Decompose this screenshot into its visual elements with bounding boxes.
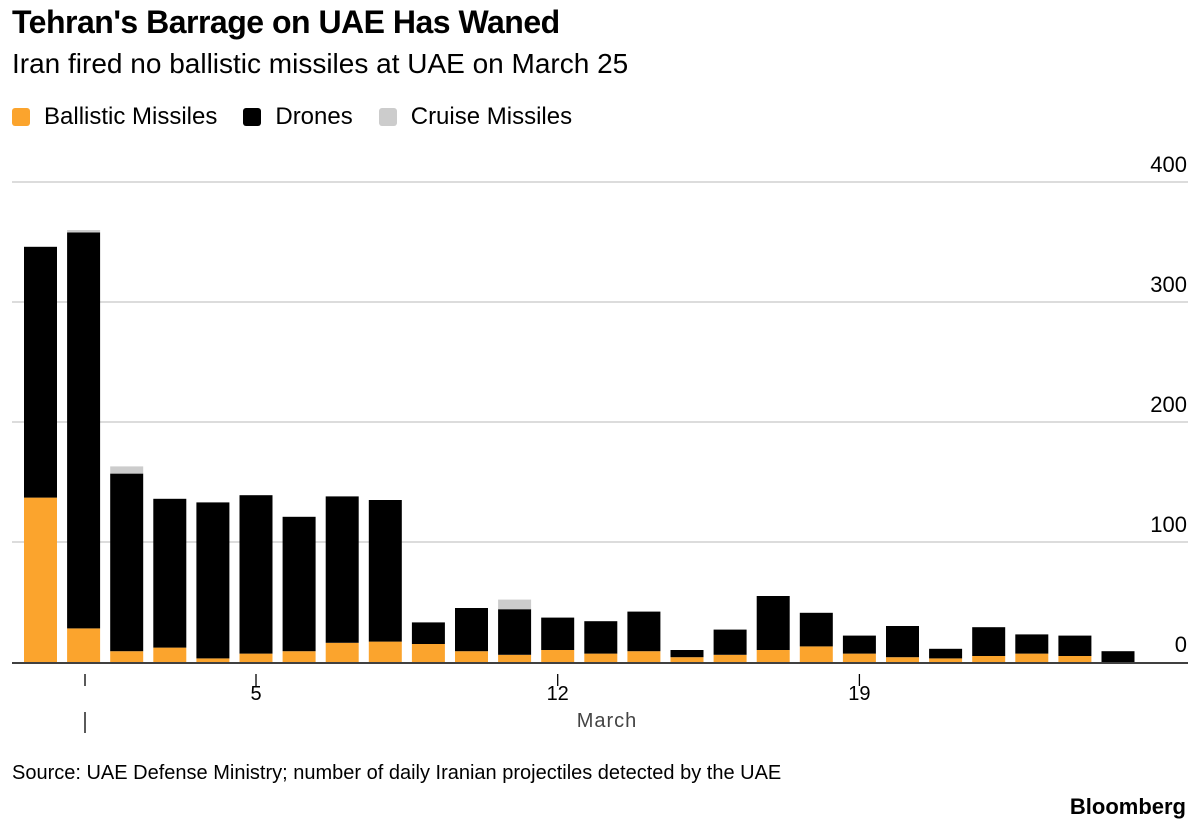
bar-drones-17	[756, 596, 790, 650]
bar-ballistic-missiles-1	[67, 628, 101, 662]
bar-ballistic-missiles-22	[972, 656, 1006, 662]
bar-drones-20	[886, 626, 919, 658]
bar-drones-18	[799, 612, 833, 647]
bar-drones-19	[842, 635, 876, 654]
bar-ballistic-missiles-10	[455, 651, 488, 662]
bar-drones-2	[110, 473, 144, 652]
chart-legend: Ballistic Missiles Drones Cruise Missile…	[12, 103, 598, 131]
bar-drones-4	[196, 502, 230, 659]
bar-cruise-missiles-1	[67, 230, 101, 233]
bar-ballistic-missiles-5	[239, 653, 273, 662]
bar-drones-12	[541, 617, 575, 650]
bar-ballistic-missiles-6	[282, 651, 316, 662]
bar-ballistic-missiles-14	[627, 651, 661, 662]
bar-drones-15	[670, 650, 704, 658]
legend-label-ballistic-missiles: Ballistic Missiles	[44, 103, 218, 130]
bar-drones-22	[972, 627, 1006, 656]
bar-ballistic-missiles-23	[1015, 653, 1049, 662]
bar-cruise-missiles-11	[498, 599, 532, 610]
legend-label-cruise-missiles: Cruise Missiles	[410, 103, 573, 130]
source-note: Source: UAE Defense Ministry; number of …	[12, 762, 782, 784]
legend-swatch-drones	[243, 108, 262, 126]
stacked-bar-chart: 0 100 200 300 400 5 12 19 March	[12, 152, 1188, 733]
bar-drones-14	[627, 611, 661, 652]
bar-drones-11	[498, 609, 532, 655]
bar-ballistic-missiles-2	[110, 651, 144, 662]
legend-label-drones: Drones	[275, 103, 353, 130]
y-tick-label-300: 300	[1150, 272, 1187, 297]
bloomberg-logo: Bloomberg	[1069, 794, 1186, 819]
chart-title: Tehran's Barrage on UAE Has Waned	[12, 4, 560, 40]
legend-swatch-ballistic-missiles	[12, 108, 30, 126]
bar-ballistic-missiles-12	[541, 650, 575, 662]
bar-drones-1	[67, 232, 101, 629]
x-axis-label: March	[577, 710, 638, 732]
bar-ballistic-missiles-24	[1058, 656, 1092, 662]
bar-ballistic-missiles-16	[713, 654, 747, 662]
bar-drones-9	[411, 622, 445, 644]
x-tick-label-12: 12	[547, 683, 569, 705]
bar-drones-5	[239, 495, 273, 654]
x-tick-label-19: 19	[848, 683, 870, 705]
bar-ballistic-missiles-19	[842, 653, 876, 662]
bar-cruise-missiles-2	[110, 466, 144, 474]
bar-ballistic-missiles-20	[886, 657, 919, 662]
bar-ballistic-missiles-18	[799, 646, 833, 662]
legend-item-drones: Drones	[243, 103, 353, 131]
y-tick-label-400: 400	[1150, 152, 1187, 177]
bar-drones-0	[24, 246, 57, 498]
bar-drones-10	[455, 608, 488, 652]
chart-subtitle: Iran fired no ballistic missiles at UAE …	[12, 48, 629, 79]
bar-drones-21	[929, 648, 963, 659]
bar-ballistic-missiles-7	[325, 642, 359, 662]
bar-drones-3	[153, 498, 187, 648]
bar-ballistic-missiles-3	[153, 647, 187, 662]
y-tick-label-100: 100	[1150, 512, 1187, 537]
legend-swatch-cruise-missiles	[378, 108, 397, 126]
bar-drones-24	[1058, 635, 1092, 656]
bar-drones-16	[713, 629, 747, 655]
legend-item-ballistic-missiles: Ballistic Missiles	[12, 103, 217, 131]
y-tick-label-200: 200	[1150, 392, 1187, 417]
bar-ballistic-missiles-0	[24, 497, 57, 662]
bar-ballistic-missiles-15	[670, 657, 704, 662]
bar-ballistic-missiles-8	[368, 641, 402, 662]
bar-ballistic-missiles-4	[196, 658, 230, 662]
bar-drones-25	[1101, 651, 1135, 662]
bar-drones-23	[1015, 634, 1049, 654]
bar-ballistic-missiles-21	[929, 658, 963, 662]
bar-ballistic-missiles-11	[498, 654, 532, 662]
x-tick-label-5: 5	[250, 683, 261, 705]
bar-drones-8	[368, 500, 402, 642]
bar-ballistic-missiles-13	[584, 653, 618, 662]
bar-ballistic-missiles-17	[756, 650, 790, 662]
bar-drones-6	[282, 516, 316, 652]
bar-drones-7	[325, 496, 359, 643]
bar-ballistic-missiles-9	[411, 644, 445, 662]
bar-drones-13	[584, 621, 618, 654]
y-tick-label-0: 0	[1175, 632, 1187, 657]
legend-item-cruise-missiles: Cruise Missiles	[378, 103, 573, 131]
